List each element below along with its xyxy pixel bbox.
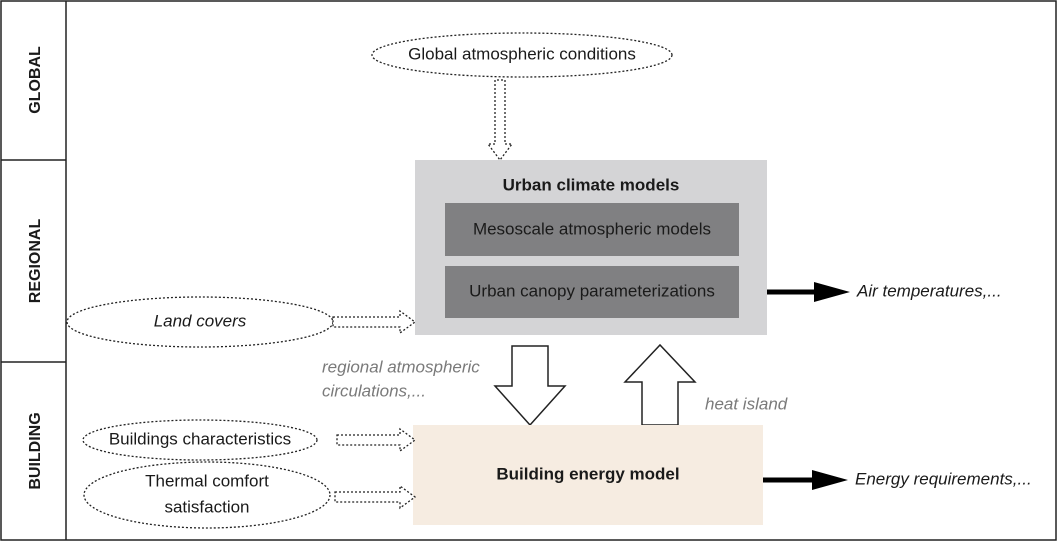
input-ellipse — [371, 32, 673, 78]
box-title: Building energy model — [496, 464, 679, 483]
sub-box-label: Urban canopy parameterizations — [469, 281, 715, 300]
exchange-label: heat island — [705, 394, 788, 413]
input-ellipse — [83, 461, 331, 529]
exchange-arrow — [623, 343, 697, 426]
input-arrow — [334, 484, 417, 510]
exchange-label: circulations,... — [322, 381, 426, 400]
level-label: GLOBAL — [27, 46, 44, 114]
exchange-label: regional atmospheric — [322, 357, 480, 376]
level-label: REGIONAL — [27, 219, 44, 304]
building-box — [413, 425, 763, 525]
box-title: Urban climate models — [503, 175, 680, 194]
input-label: satisfaction — [164, 497, 249, 516]
level-label: BUILDING — [27, 412, 44, 489]
input-ellipse — [82, 419, 318, 461]
output-label: Energy requirements,... — [855, 469, 1032, 488]
input-label: Thermal comfort — [145, 471, 269, 490]
sub-box — [445, 203, 739, 256]
input-arrow — [336, 427, 417, 453]
input-label: Buildings characteristics — [109, 429, 291, 448]
output-label: Air temperatures,... — [856, 281, 1002, 300]
output-arrow-head — [812, 470, 848, 490]
input-label: Global atmospheric conditions — [408, 44, 636, 63]
input-arrow — [332, 309, 417, 335]
sub-box — [445, 266, 739, 318]
input-label: Land covers — [154, 311, 247, 330]
output-arrow-head — [814, 282, 850, 302]
sub-box-label: Mesoscale atmospheric models — [473, 219, 711, 238]
input-arrow — [486, 79, 514, 162]
exchange-arrow — [493, 345, 567, 427]
